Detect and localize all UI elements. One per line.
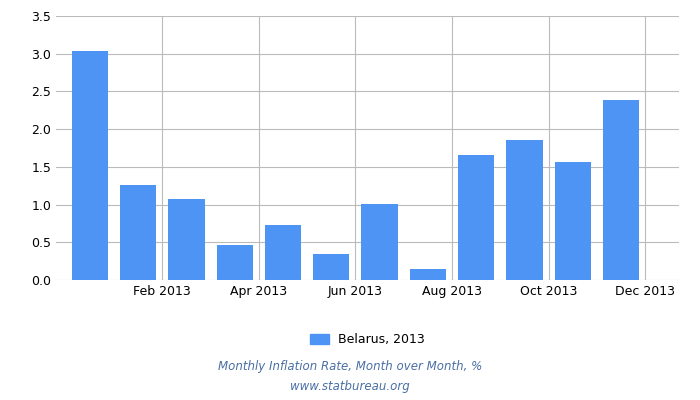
Bar xyxy=(71,52,108,280)
Text: Monthly Inflation Rate, Month over Month, %: Monthly Inflation Rate, Month over Month… xyxy=(218,360,482,373)
Text: www.statbureau.org: www.statbureau.org xyxy=(290,380,410,393)
Bar xyxy=(265,225,301,280)
Bar xyxy=(168,199,204,280)
Bar xyxy=(313,254,349,280)
Bar xyxy=(361,204,398,280)
Bar xyxy=(458,155,494,280)
Legend: Belarus, 2013: Belarus, 2013 xyxy=(304,328,430,352)
Bar xyxy=(603,100,639,280)
Bar xyxy=(216,244,253,280)
Bar xyxy=(120,185,156,280)
Bar xyxy=(506,140,542,280)
Bar xyxy=(554,162,591,280)
Bar xyxy=(410,270,446,280)
